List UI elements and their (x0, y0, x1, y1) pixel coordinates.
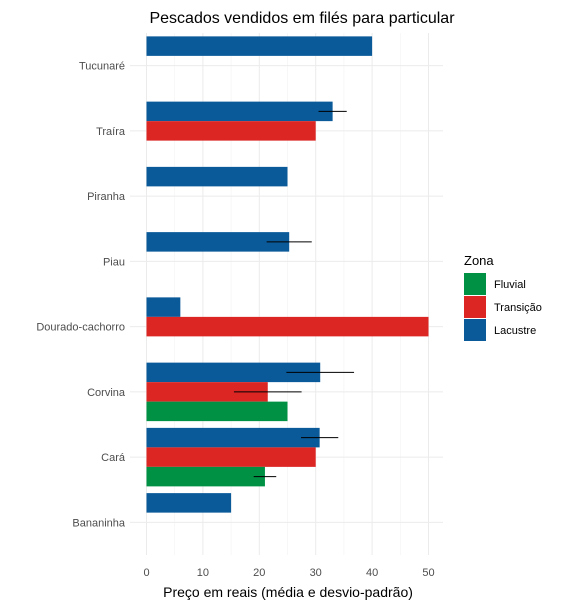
y-tick-label: Piranha (87, 191, 126, 203)
x-tick-label: 20 (253, 567, 265, 579)
legend-title: Zona (464, 253, 494, 268)
x-tick-label: 10 (197, 567, 209, 579)
y-tick-label: Piau (103, 256, 125, 268)
bar-lacustre-0 (146, 36, 373, 56)
bar-transio-5 (146, 382, 268, 402)
legend-label: Lacustre (494, 325, 536, 337)
bar-transio-1 (146, 121, 316, 141)
bar-transio-4 (146, 316, 429, 337)
bar-transio-6 (146, 447, 316, 467)
legend: Zona Fluvial Transição Lacustre (464, 253, 542, 341)
bar-lacustre-6 (146, 427, 320, 448)
bar-lacustre-7 (146, 493, 232, 513)
y-tick-label: Traíra (96, 126, 126, 138)
legend-label: Fluvial (494, 279, 526, 291)
bar-lacustre-1 (146, 101, 333, 122)
bar-fluvial-6 (146, 466, 265, 487)
chart-title: Pescados vendidos em filés para particul… (149, 10, 455, 27)
y-tick-label: Dourado-cachorro (36, 322, 125, 334)
bar-lacustre-2 (146, 166, 288, 187)
y-tick-label: Cará (101, 452, 126, 464)
legend-key-0 (464, 273, 486, 295)
y-tick-label: Bananinha (72, 517, 125, 529)
x-tick-label: 50 (422, 567, 434, 579)
legend-key-1 (464, 296, 486, 318)
x-tick-labels: 0 10 20 30 40 50 (143, 567, 434, 579)
error-bars (233, 110, 355, 478)
y-tick-labels: Tucunaré Traíra Piranha Piau Dourado-cachorr… (36, 61, 126, 530)
x-tick-label: 40 (366, 567, 378, 579)
bar-lacustre-4 (146, 297, 181, 317)
bar-lacustre-5 (146, 362, 321, 383)
legend-key-2 (464, 319, 486, 341)
legend-label: Transição (494, 302, 542, 314)
y-tick-label: Tucunaré (79, 61, 125, 73)
y-tick-label: Corvina (87, 387, 126, 399)
x-axis-label: Preço em reais (média e desvio-padrão) (163, 584, 413, 600)
x-tick-label: 30 (310, 567, 322, 579)
bar-fluvial-5 (146, 401, 288, 422)
x-tick-label: 0 (143, 567, 149, 579)
bar-lacustre-3 (146, 232, 290, 252)
bars (146, 36, 429, 513)
